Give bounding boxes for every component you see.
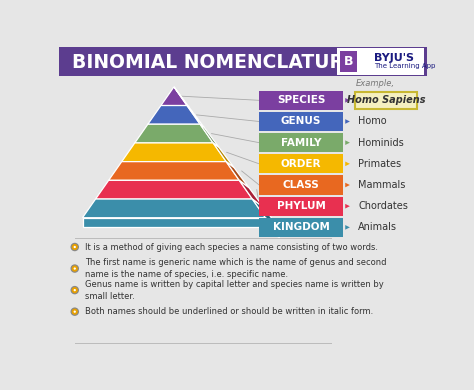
Text: Both names should be underlined or should be written in italic form.: Both names should be underlined or shoul… — [85, 307, 373, 316]
Text: Hominids: Hominids — [358, 138, 404, 148]
Circle shape — [72, 266, 78, 272]
Circle shape — [71, 243, 79, 251]
Bar — [259, 154, 343, 174]
Polygon shape — [345, 183, 350, 187]
Text: The Learning App: The Learning App — [374, 63, 435, 69]
Bar — [340, 51, 357, 72]
Polygon shape — [345, 140, 350, 145]
Text: KINGDOM: KINGDOM — [273, 222, 329, 232]
Polygon shape — [345, 119, 350, 124]
Polygon shape — [252, 199, 279, 229]
Bar — [259, 197, 343, 216]
FancyBboxPatch shape — [356, 92, 417, 109]
Text: PHYLUM: PHYLUM — [277, 201, 326, 211]
Bar — [337, 48, 424, 74]
Text: BINOMIAL NOMENCLATURE: BINOMIAL NOMENCLATURE — [72, 53, 356, 72]
Text: SPECIES: SPECIES — [277, 95, 325, 105]
Polygon shape — [265, 218, 279, 238]
Text: ORDER: ORDER — [281, 159, 321, 169]
Bar — [259, 133, 343, 152]
Polygon shape — [174, 87, 189, 107]
Polygon shape — [200, 124, 219, 147]
Circle shape — [71, 307, 79, 316]
Text: CLASS: CLASS — [283, 180, 319, 190]
Polygon shape — [82, 199, 265, 218]
Bar — [259, 112, 343, 131]
Text: Mammals: Mammals — [358, 180, 406, 190]
Text: Primates: Primates — [358, 159, 401, 169]
Text: BYJU'S: BYJU'S — [374, 53, 414, 62]
Circle shape — [71, 286, 79, 294]
Circle shape — [73, 289, 76, 291]
Circle shape — [73, 268, 76, 270]
Polygon shape — [239, 180, 264, 208]
Polygon shape — [161, 87, 187, 106]
Bar — [259, 218, 343, 237]
Polygon shape — [187, 106, 204, 127]
Bar — [259, 176, 343, 195]
Polygon shape — [345, 98, 350, 103]
Polygon shape — [345, 225, 350, 230]
Text: B: B — [344, 55, 353, 68]
Circle shape — [71, 264, 79, 273]
Polygon shape — [135, 124, 213, 143]
Polygon shape — [148, 106, 200, 124]
Polygon shape — [345, 161, 350, 166]
Bar — [259, 91, 343, 110]
Text: Chordates: Chordates — [358, 201, 408, 211]
Text: The first name is generic name which is the name of genus and second
name is the: The first name is generic name which is … — [85, 258, 386, 279]
Polygon shape — [122, 143, 226, 161]
Text: Genus name is written by capital letter and species name is written by
small let: Genus name is written by capital letter … — [85, 280, 383, 301]
Circle shape — [73, 310, 76, 313]
Text: Homo Sapiens: Homo Sapiens — [347, 95, 426, 105]
Bar — [59, 47, 427, 76]
Circle shape — [72, 244, 78, 250]
Polygon shape — [345, 204, 350, 209]
Circle shape — [72, 287, 78, 293]
Polygon shape — [213, 143, 234, 168]
Text: Example,: Example, — [356, 79, 395, 88]
Polygon shape — [109, 161, 239, 180]
Polygon shape — [96, 180, 252, 199]
Text: FAMILY: FAMILY — [281, 138, 321, 148]
Polygon shape — [82, 218, 265, 227]
Text: Homo: Homo — [358, 117, 387, 126]
Text: GENUS: GENUS — [281, 117, 321, 126]
Circle shape — [72, 308, 78, 315]
Circle shape — [73, 246, 76, 248]
Text: It is a method of giving each species a name consisting of two words.: It is a method of giving each species a … — [85, 243, 378, 252]
Text: Animals: Animals — [358, 222, 397, 232]
Polygon shape — [226, 161, 249, 188]
